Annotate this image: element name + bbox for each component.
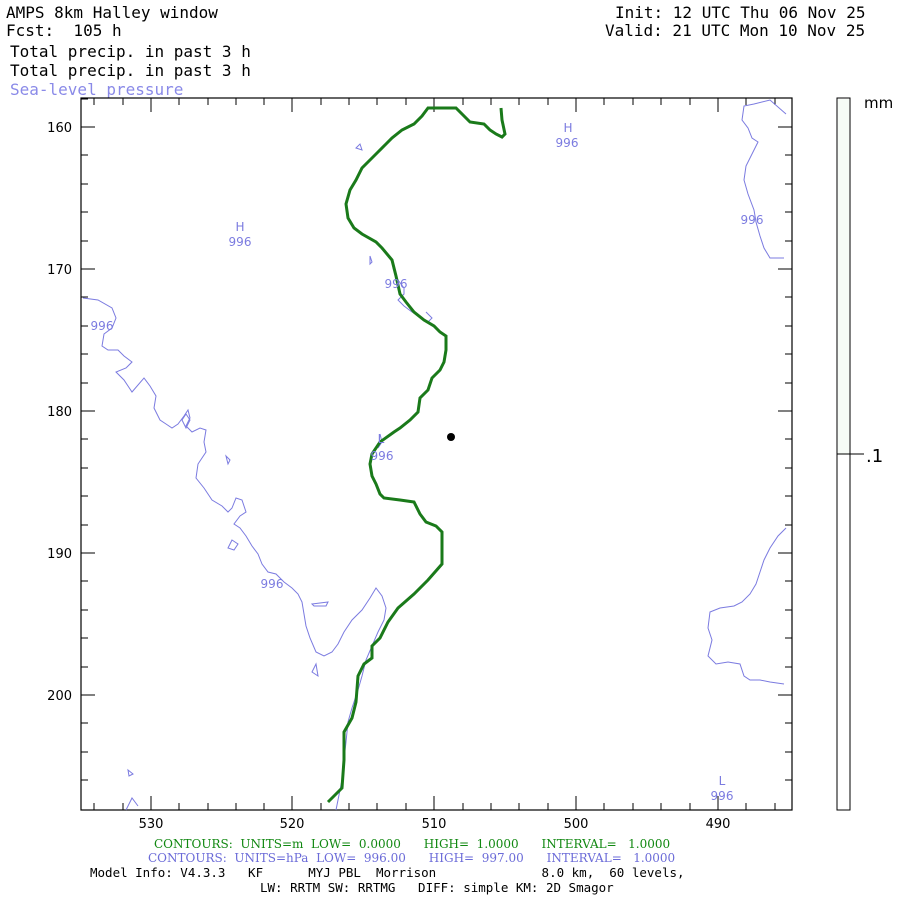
precip-contour bbox=[326, 106, 507, 804]
high-marker: H bbox=[563, 121, 572, 135]
colorbar-fill bbox=[838, 99, 849, 454]
valid-time: Valid: 21 UTC Mon 10 Nov 25 bbox=[605, 21, 866, 40]
model-info: Model Info: V4.3.3 KF MYJ PBL Morrison 8… bbox=[90, 865, 685, 880]
forecast-hour: Fcst: 105 h bbox=[6, 21, 122, 40]
x-tick-label: 500 bbox=[564, 817, 589, 832]
field-label-precip-2: Total precip. in past 3 h bbox=[10, 61, 251, 80]
colorbar-label: .1 bbox=[866, 446, 883, 467]
low-value: 996 bbox=[371, 449, 394, 463]
y-tick-label: 170 bbox=[47, 263, 72, 278]
x-tick-label: 490 bbox=[706, 817, 731, 832]
y-tick-label: 180 bbox=[47, 405, 72, 420]
isobar-label: 996 bbox=[741, 213, 764, 227]
low-marker: L bbox=[378, 432, 385, 446]
isobar-label: 996 bbox=[91, 319, 114, 333]
plot-frame bbox=[80, 97, 793, 811]
model-info-physics: LW: RRTM SW: RRTMG DIFF: simple KM: 2D S… bbox=[260, 880, 614, 895]
contour-info-slp: CONTOURS: UNITS=hPa LOW= 996.00 HIGH= 99… bbox=[148, 851, 676, 865]
low-value: 996 bbox=[711, 789, 734, 803]
high-marker: H bbox=[235, 220, 244, 234]
colorbar-unit: mm bbox=[864, 94, 893, 112]
y-axis-ticks bbox=[81, 98, 792, 781]
high-value: 996 bbox=[229, 235, 252, 249]
y-tick-label: 160 bbox=[47, 121, 72, 136]
high-value: 996 bbox=[556, 136, 579, 150]
x-tick-label: 510 bbox=[422, 817, 447, 832]
slp-contours bbox=[82, 99, 787, 811]
field-label-slp: Sea-level pressure bbox=[10, 80, 184, 99]
x-tick-label: 520 bbox=[280, 817, 305, 832]
contour-info-precip: CONTOURS: UNITS=m LOW= 0.0000 HIGH= 1.00… bbox=[154, 837, 671, 851]
x-tick-label: 530 bbox=[139, 817, 164, 832]
x-axis-ticks bbox=[93, 98, 776, 810]
low-marker: L bbox=[719, 774, 726, 788]
isobar-label: 996 bbox=[261, 577, 284, 591]
isobar-label: 996 bbox=[385, 277, 408, 291]
station-marker bbox=[447, 433, 455, 441]
y-tick-label: 190 bbox=[47, 547, 72, 562]
map-title: AMPS 8km Halley window bbox=[6, 3, 218, 22]
init-time: Init: 12 UTC Thu 06 Nov 25 bbox=[615, 3, 866, 22]
y-tick-label: 200 bbox=[47, 689, 72, 704]
field-label-precip-1: Total precip. in past 3 h bbox=[10, 42, 251, 61]
